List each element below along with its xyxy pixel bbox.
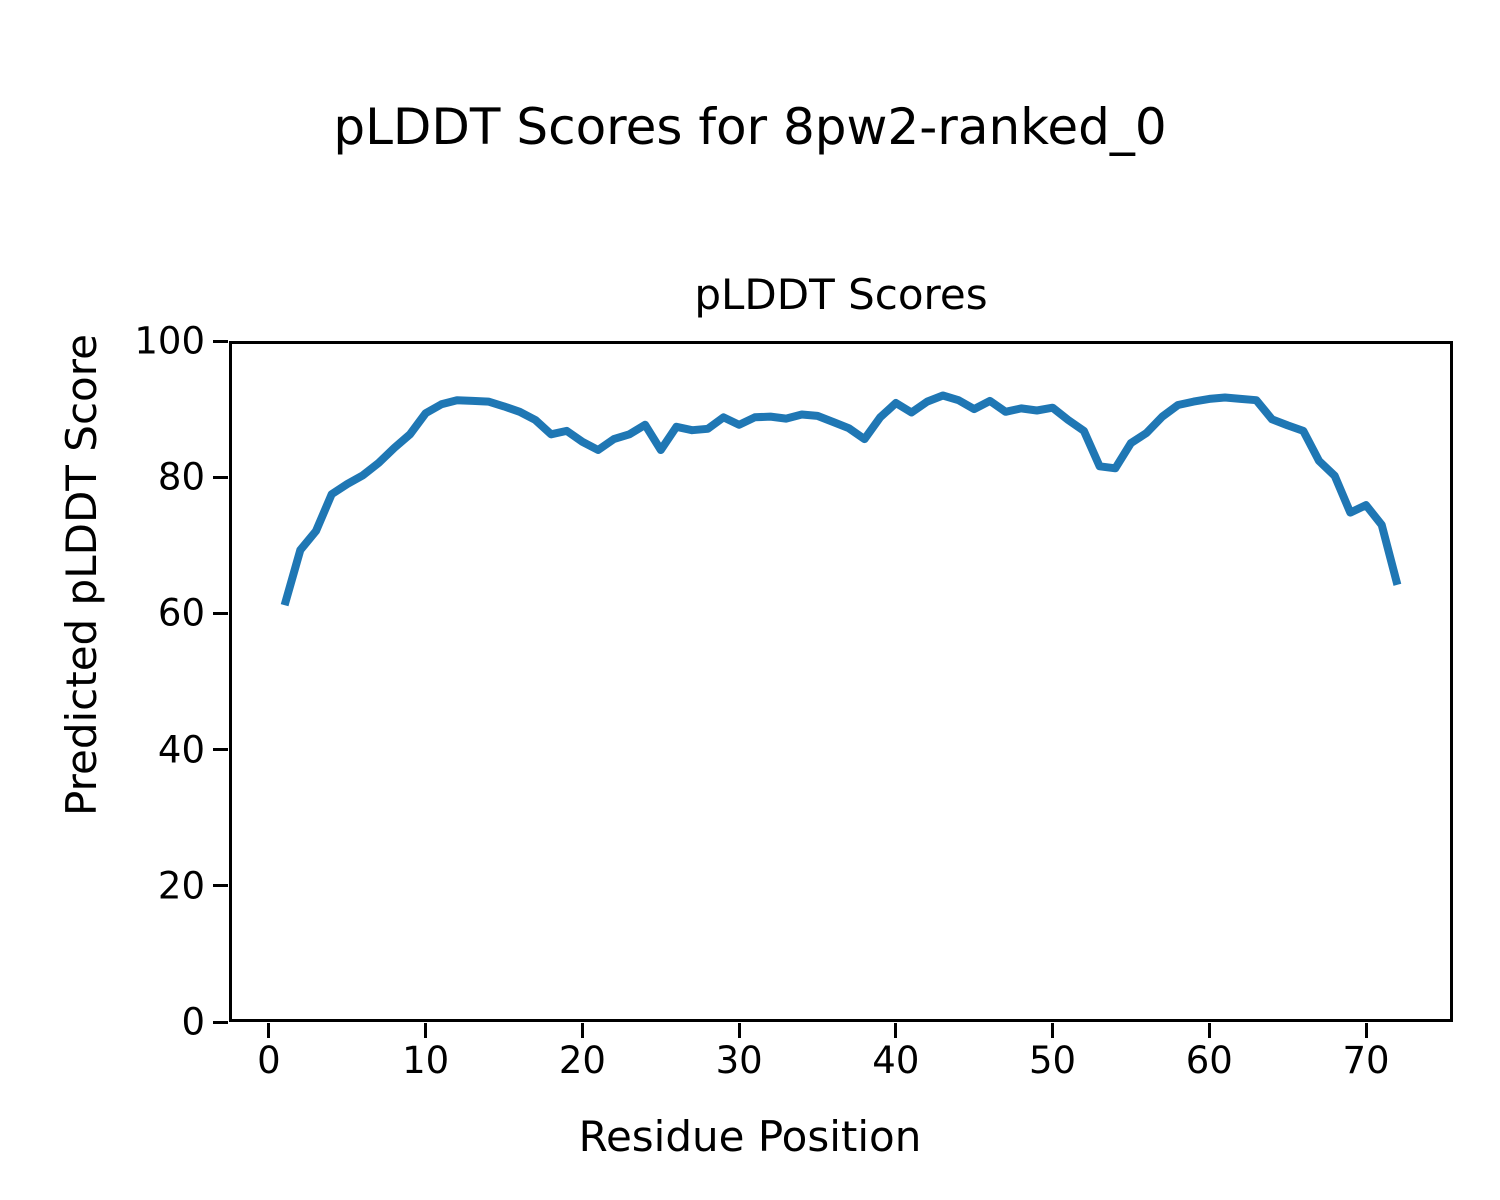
- y-tick-label: 20: [157, 864, 205, 908]
- y-tick-label: 80: [157, 455, 205, 499]
- y-tick: [213, 339, 228, 343]
- x-tick-label: 10: [402, 1039, 450, 1082]
- y-tick: [213, 611, 228, 615]
- x-tick-label: 60: [1185, 1039, 1233, 1082]
- x-tick: [1364, 1023, 1368, 1038]
- y-tick: [213, 475, 228, 479]
- x-tick-label: 40: [872, 1039, 920, 1082]
- y-tick-label: 100: [134, 319, 205, 363]
- plot-area: [229, 341, 1453, 1022]
- x-tick: [424, 1023, 428, 1038]
- x-tick-label: 70: [1342, 1039, 1390, 1082]
- x-tick: [1051, 1023, 1055, 1038]
- x-tick-label: 50: [1029, 1039, 1077, 1082]
- x-tick: [737, 1023, 741, 1038]
- x-tick: [580, 1023, 584, 1038]
- y-tick-label: 60: [157, 591, 205, 635]
- y-tick: [213, 884, 228, 888]
- x-tick: [894, 1023, 898, 1038]
- y-tick: [213, 748, 228, 752]
- y-tick-label: 40: [157, 728, 205, 772]
- y-tick: [213, 1020, 228, 1024]
- x-tick: [267, 1023, 271, 1038]
- y-tick-label: 0: [181, 1000, 205, 1044]
- x-tick: [1207, 1023, 1211, 1038]
- x-axis-label: Residue Position: [578, 1112, 922, 1161]
- x-tick-label: 30: [715, 1039, 763, 1082]
- axes-title: pLDDT Scores: [694, 270, 988, 319]
- x-tick-label: 0: [257, 1039, 281, 1082]
- x-tick-label: 20: [558, 1039, 606, 1082]
- figure-title: pLDDT Scores for 8pw2-ranked_0: [333, 98, 1167, 156]
- y-axis-label-text: Predicted pLDDT Score: [56, 334, 106, 816]
